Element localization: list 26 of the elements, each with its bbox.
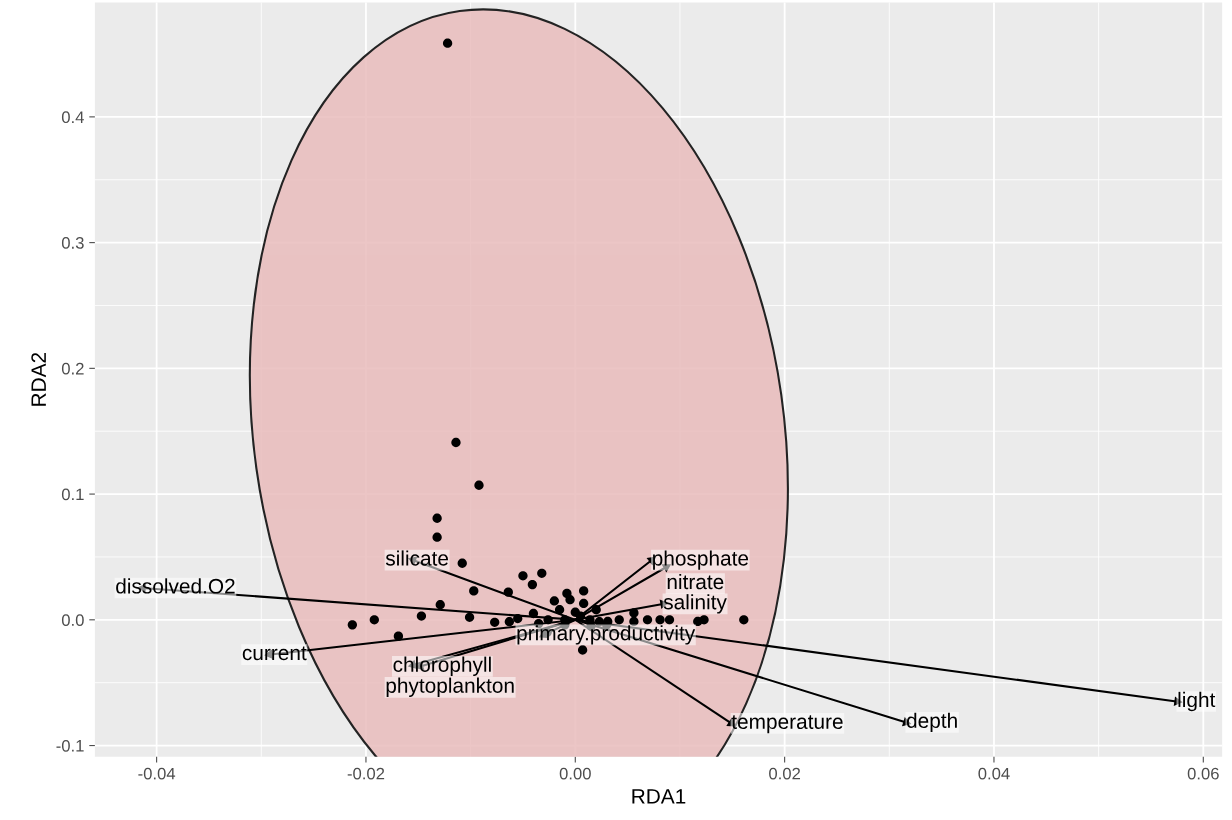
x-tick-label: 0.06 — [1187, 767, 1219, 780]
series-label: phosphate — [653, 550, 749, 570]
series-label: light — [1178, 691, 1216, 712]
y-tick-label: 0.2 — [61, 362, 84, 375]
series-label: temperature — [731, 715, 843, 734]
y-axis-title: RDA2 — [31, 352, 46, 406]
series-label: chlorophyll — [393, 656, 491, 677]
y-tick-label: -0.1 — [56, 739, 84, 752]
x-tick-label: 0.00 — [559, 767, 591, 780]
x-tick-label: 0.04 — [978, 767, 1010, 780]
series-label: nitrate — [667, 573, 724, 590]
x-tick-label: 0.02 — [769, 767, 801, 780]
y-tick-label: 0.3 — [61, 237, 84, 249]
series-label: phytoplankton — [386, 677, 514, 698]
series-label: primary.productivity — [517, 625, 696, 645]
x-axis-title: RDA1 — [632, 789, 686, 804]
series-label: depth — [906, 712, 957, 733]
series-label: silicate — [385, 550, 449, 566]
x-tick-label: -0.02 — [347, 767, 385, 780]
x-tick-label: -0.04 — [138, 767, 176, 780]
y-tick-label: 0.1 — [61, 488, 84, 501]
series-label: dissolved.O2 — [116, 578, 235, 594]
y-tick-label: 0.0 — [61, 614, 84, 627]
y-tick-label: 0.4 — [61, 111, 84, 124]
series-label: current — [242, 646, 307, 661]
series-label: salinity — [663, 594, 727, 614]
